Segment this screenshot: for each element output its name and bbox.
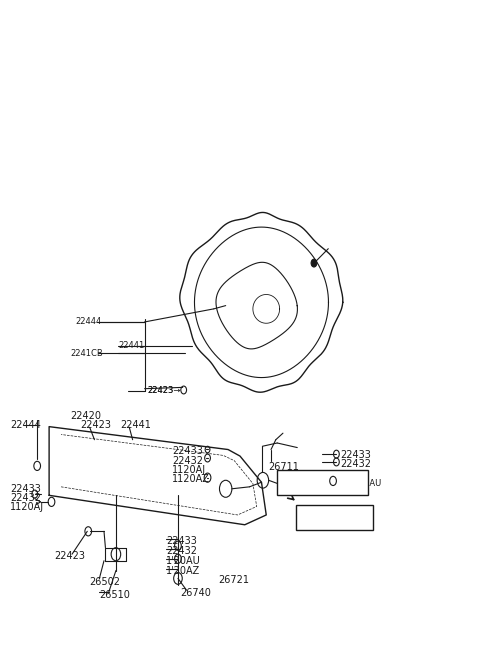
Text: 2241CB: 2241CB xyxy=(71,349,103,358)
Text: 22432: 22432 xyxy=(340,459,371,469)
Text: 26502: 26502 xyxy=(90,578,120,587)
Text: 22433: 22433 xyxy=(172,447,203,457)
Text: 22441: 22441 xyxy=(120,420,152,430)
Text: 22423: 22423 xyxy=(80,420,111,430)
Text: 22423: 22423 xyxy=(54,551,85,561)
Text: 22432: 22432 xyxy=(10,493,41,503)
Text: 22423: 22423 xyxy=(147,386,173,395)
Text: —1120AU: —1120AU xyxy=(340,479,382,488)
Text: 22444: 22444 xyxy=(75,317,102,327)
Text: 26740: 26740 xyxy=(180,589,211,599)
Text: 1120AJ: 1120AJ xyxy=(172,464,206,475)
FancyBboxPatch shape xyxy=(277,470,368,495)
Text: 22433: 22433 xyxy=(340,451,371,461)
Text: 1'20AZ: 1'20AZ xyxy=(166,566,200,576)
Text: 26510: 26510 xyxy=(99,591,130,600)
Text: 22423→: 22423→ xyxy=(147,386,180,395)
Text: 22441: 22441 xyxy=(118,341,144,350)
Text: 22432: 22432 xyxy=(166,546,197,556)
Text: 26721: 26721 xyxy=(218,576,250,585)
Text: 1120AJ: 1120AJ xyxy=(10,502,44,512)
Text: 22433: 22433 xyxy=(166,536,197,546)
Text: 22433: 22433 xyxy=(10,484,41,494)
Text: 1120AZ: 1120AZ xyxy=(172,474,210,484)
Text: SURGE TANK: SURGE TANK xyxy=(302,513,367,522)
Text: 1'20AU: 1'20AU xyxy=(166,556,201,566)
Text: 22420: 22420 xyxy=(71,411,102,420)
Circle shape xyxy=(311,259,317,267)
FancyBboxPatch shape xyxy=(296,505,372,530)
Text: HOSE-AIR INTAKE: HOSE-AIR INTAKE xyxy=(278,478,367,487)
Text: 22444: 22444 xyxy=(10,420,41,430)
Text: 22432: 22432 xyxy=(172,456,203,466)
Text: 26711: 26711 xyxy=(269,462,300,472)
